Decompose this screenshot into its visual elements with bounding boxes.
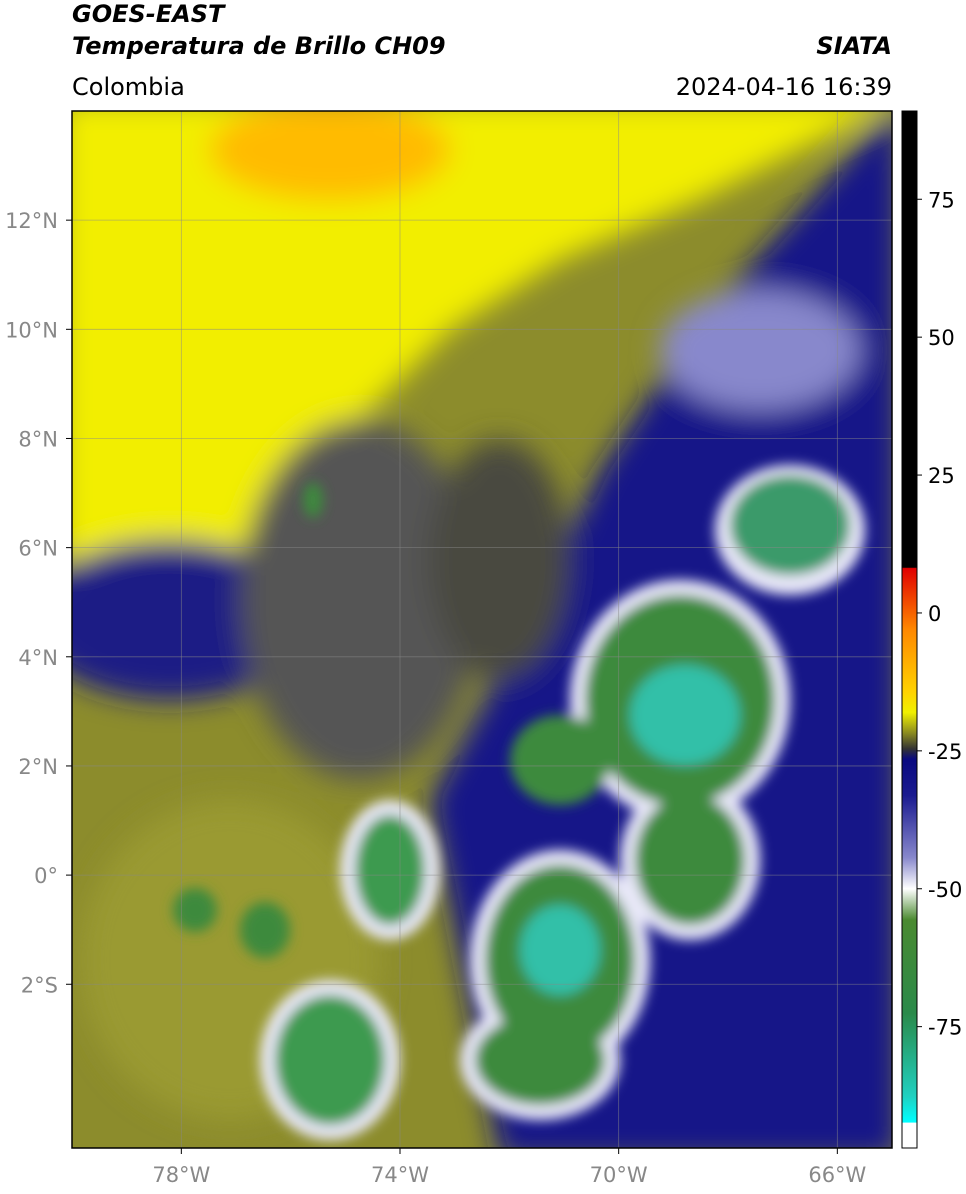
y-tick-label: 0° (34, 864, 58, 888)
y-tick-label: 2°S (21, 973, 58, 997)
datetime: 2024-04-16 16:39 (676, 73, 892, 101)
title: GOES-EAST (72, 0, 226, 28)
satellite-image (72, 111, 892, 1148)
grid (72, 111, 892, 1148)
colorbar-tick-label: -75 (928, 1016, 962, 1040)
colorbar-tick-label: -25 (928, 740, 962, 764)
colorbar-tick-label: 75 (928, 188, 955, 212)
x-tick-label: 74°W (371, 1163, 429, 1187)
x-tick-label: 70°W (590, 1163, 648, 1187)
source: SIATA (816, 32, 892, 60)
y-tick-label: 10°N (5, 318, 58, 342)
colorbar-tick-label: 50 (928, 326, 955, 350)
subtitle: Temperatura de Brillo CH09 (72, 32, 446, 60)
y-tick-label: 4°N (18, 646, 58, 670)
y-tick-label: 2°N (18, 755, 58, 779)
y-tick-label: 12°N (5, 209, 58, 233)
colorbar (901, 110, 918, 1149)
y-tick-label: 8°N (18, 427, 58, 451)
colorbar-tick-label: 0 (928, 602, 941, 626)
x-tick-label: 78°W (152, 1163, 210, 1187)
colorbar-tick-label: -50 (928, 878, 962, 902)
y-tick-label: 6°N (18, 537, 58, 561)
x-tick-label: 66°W (808, 1163, 866, 1187)
region: Colombia (72, 73, 185, 101)
colorbar-tick-label: 25 (928, 464, 955, 488)
map-frame (71, 110, 893, 1149)
